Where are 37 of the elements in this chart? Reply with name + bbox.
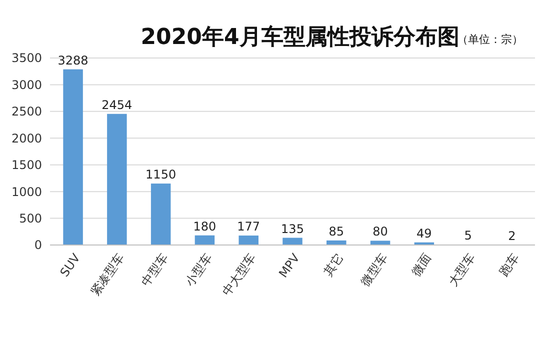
chart-title: 2020年4月车型属性投诉分布图: [140, 24, 460, 50]
bar: [194, 235, 215, 245]
bar: [63, 69, 83, 245]
bar: [150, 184, 171, 245]
data-label: 2454: [102, 98, 132, 112]
data-label: 80: [372, 224, 388, 239]
y-tick-label: 0: [34, 238, 42, 252]
x-tick-label: 中型车: [138, 251, 171, 289]
x-tick-label: 小型车: [182, 251, 215, 289]
x-tick-label: 其它: [321, 251, 346, 279]
x-tick-label: 紧凑型车: [88, 251, 127, 298]
data-label: 3288: [58, 53, 88, 68]
data-label: 180: [193, 219, 216, 234]
y-tick-label: 2500: [11, 104, 42, 119]
x-tick-label: 大型车: [446, 251, 478, 289]
x-tick-label: 微型车: [358, 251, 390, 289]
chart-subtitle: （单位：宗）: [457, 33, 523, 46]
data-label: 2: [508, 228, 516, 243]
bar: [282, 238, 302, 245]
bar: [107, 114, 127, 245]
bar: [238, 236, 258, 245]
data-label: 1150: [146, 168, 176, 182]
y-tick-label: 1000: [11, 184, 42, 199]
data-label: 85: [328, 224, 344, 238]
x-tick-label: 中大型车: [220, 251, 259, 298]
data-label: 49: [416, 226, 432, 240]
data-label: 135: [281, 222, 304, 236]
x-tick-label: 跑车: [496, 251, 522, 279]
data-label: 177: [237, 220, 260, 234]
x-tick-label: 微面: [408, 251, 434, 279]
data-label: 5: [464, 228, 472, 243]
y-tick-label: 3500: [11, 51, 42, 66]
bar: [370, 240, 390, 245]
y-tick-label: 3000: [11, 78, 42, 92]
y-tick-label: 2000: [11, 131, 42, 146]
y-tick-label: 1500: [11, 158, 42, 172]
y-tick-label: 500: [19, 211, 42, 226]
